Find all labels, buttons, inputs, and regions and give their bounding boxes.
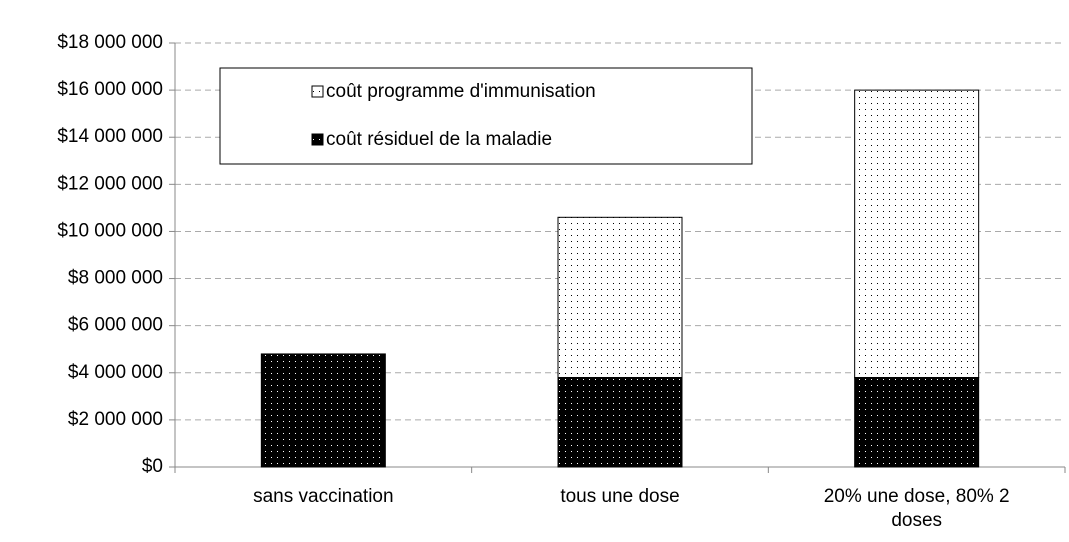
legend-label: coût programme d'immunisation [326,81,596,102]
bar-segment [557,376,683,468]
y-tick-label: $4 000 000 [68,362,163,383]
y-tick-label: $12 000 000 [57,173,163,194]
legend-swatch [311,85,324,98]
y-tick-label: $18 000 000 [57,32,163,53]
bar-segment [854,89,980,378]
bar-segment [557,216,683,378]
y-tick-label: $2 000 000 [68,409,163,430]
y-tick-label: $6 000 000 [68,315,163,336]
y-tick-label: $14 000 000 [57,126,163,147]
y-tick-label: $16 000 000 [57,79,163,100]
bar-segment [260,353,386,468]
x-tick-label: 20% une dose, 80% 2 doses [824,486,1010,531]
y-tick-label: $8 000 000 [68,268,163,289]
y-tick-label: $0 [142,456,163,477]
bar-segment [854,376,980,468]
x-tick-label: tous une dose [560,486,679,507]
legend-swatch [311,133,324,146]
x-tick-label: sans vaccination [253,486,393,507]
y-tick-label: $10 000 000 [57,220,163,241]
legend-label: coût résiduel de la maladie [326,129,552,150]
legend [219,67,753,165]
